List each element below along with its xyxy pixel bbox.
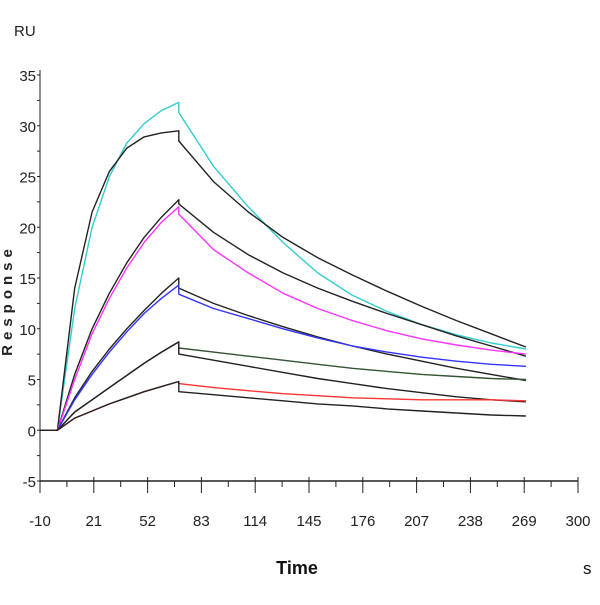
series-line-10 xyxy=(40,380,526,431)
x-tick-label: 207 xyxy=(404,513,429,530)
series-line-5 xyxy=(40,277,527,431)
x-tick-label: 238 xyxy=(458,513,483,530)
series-line-2 xyxy=(40,130,527,431)
series-line-8 xyxy=(40,341,526,431)
x-tick-label: 21 xyxy=(85,513,102,530)
y-tick-label: 10 xyxy=(19,322,36,339)
series-line-4 xyxy=(40,206,526,431)
series-line-3 xyxy=(40,199,527,431)
series-line-9 xyxy=(40,380,526,431)
series-line-6 xyxy=(40,284,526,431)
y-tick-label: 25 xyxy=(19,170,36,187)
x-tick-label: 300 xyxy=(565,513,590,530)
x-tick-label: 114 xyxy=(243,513,267,530)
y-tick-label: 5 xyxy=(28,373,36,390)
x-tick-label: 83 xyxy=(193,513,210,530)
series-lines xyxy=(40,101,527,431)
y-tick-label: 35 xyxy=(19,68,36,85)
x-tick-label: 145 xyxy=(296,513,321,530)
y-tick-label: 30 xyxy=(19,119,36,136)
y-tick-label: 0 xyxy=(28,423,36,440)
y-tick-label: 15 xyxy=(19,271,36,288)
axes: -5 0 5 10 15 20 25 30 35 -10 21 52 83 114 145 176 207 238… xyxy=(19,68,590,530)
y-unit-label: RU xyxy=(14,23,36,40)
series-line-7 xyxy=(40,341,526,431)
x-axis-label: Time xyxy=(276,558,318,578)
y-tick-label: -5 xyxy=(23,474,36,491)
series-line-1 xyxy=(40,101,527,431)
x-tick-label: -10 xyxy=(29,513,51,530)
x-tick-label: 176 xyxy=(350,513,375,530)
x-tick-label: 269 xyxy=(512,513,537,530)
x-tick-label: 52 xyxy=(139,513,156,530)
y-tick-label: 20 xyxy=(19,220,36,237)
y-axis-label: Response xyxy=(0,244,16,356)
x-unit-label: s xyxy=(583,559,592,578)
